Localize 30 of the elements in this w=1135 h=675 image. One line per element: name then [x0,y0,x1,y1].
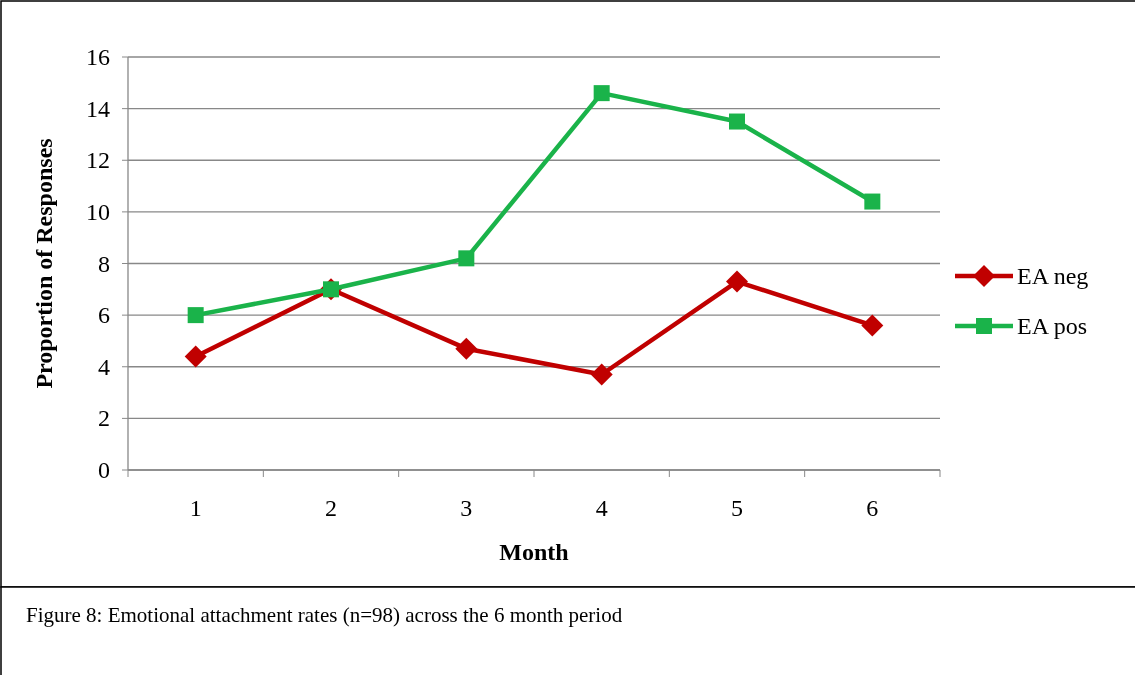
y-tick-label: 2 [98,405,110,432]
x-tick-label: 6 [866,495,879,521]
legend-label: EA pos [1017,313,1088,339]
point [864,193,881,210]
x-tick-label: 2 [325,495,337,521]
y-tick-label: 12 [86,147,110,174]
point [593,85,610,102]
point [726,270,748,293]
point [458,250,475,267]
y-tick-label: 4 [98,353,110,380]
y-tick-label: 0 [98,457,110,483]
y-axis-title: Proportion of Responses [31,138,57,389]
x-tick-label: 1 [189,495,202,521]
point [187,307,204,324]
y-tick-label: 10 [86,198,110,225]
caption: Figure 8: Emotional attachment rates (n=98) across the 6 month period [26,603,623,627]
legend-label: EA neg [1017,263,1089,289]
y-tick-label: 16 [86,44,110,70]
x-tick-label: 3 [460,495,473,521]
y-tick-label: 14 [86,95,110,122]
point [729,113,745,130]
point [861,314,884,337]
y-tick-label: 6 [98,302,110,329]
point [184,345,207,368]
point [455,337,478,360]
x-tick-label: 5 [731,495,743,521]
y-tick-label: 8 [98,250,110,277]
point [590,363,613,386]
x-tick-label: 4 [595,495,608,521]
x-axis-title: Month [499,539,569,565]
